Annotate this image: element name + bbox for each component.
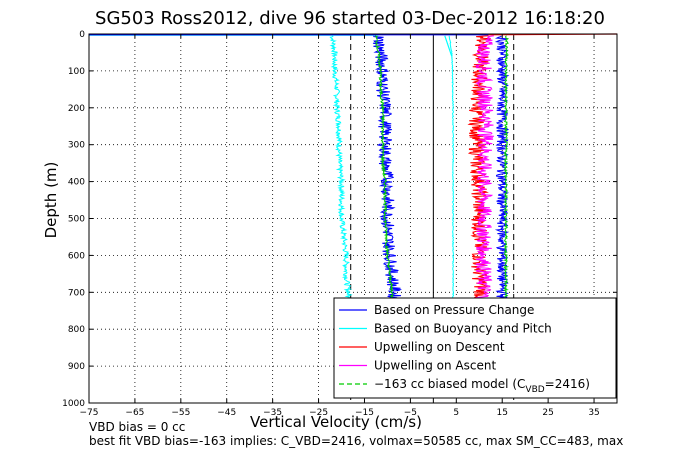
legend-label-0: Based on Pressure Change xyxy=(374,303,534,317)
legend-label-4: −163 cc biased model (CVBD=2416) xyxy=(374,377,590,395)
y-tick-label-1: 100 xyxy=(68,67,85,77)
legend-box xyxy=(333,297,617,399)
x-tick-label-9: 15 xyxy=(496,408,507,418)
model-ascent-line xyxy=(502,35,510,298)
vbd-bias-note: VBD bias = 0 cc xyxy=(89,420,185,434)
best-fit-note: best fit VBD bias=-163 implies: C_VBD=24… xyxy=(89,434,623,448)
chart-title: SG503 Ross2012, dive 96 started 03-Dec-2… xyxy=(95,8,605,29)
x-axis-label: Vertical Velocity (cm/s) xyxy=(250,413,422,431)
model-descent-line xyxy=(374,35,394,298)
x-tick-label-5: −25 xyxy=(309,408,328,418)
y-tick-label-6: 600 xyxy=(68,251,85,261)
x-tick-label-2: −55 xyxy=(171,408,190,418)
x-tick-label-10: 25 xyxy=(542,408,553,418)
y-axis-label: Depth (m) xyxy=(42,162,60,239)
x-tick-label-8: 5 xyxy=(453,408,459,418)
legend-label-3: Upwelling on Ascent xyxy=(374,359,496,373)
x-tick-label-1: −65 xyxy=(125,408,144,418)
y-tick-label-2: 200 xyxy=(68,104,85,114)
y-ticks: 0 100 200 300 400 500 600 700 800 900 1000 xyxy=(62,30,617,409)
x-ticks: −75 −65 −55 −45 −35 −25 −15 −5 5 15 25 35 xyxy=(80,34,600,418)
series-layer xyxy=(89,33,618,299)
y-tick-label-0: 0 xyxy=(79,30,85,40)
y-tick-label-5: 500 xyxy=(68,215,85,225)
x-tick-label-4: −35 xyxy=(263,408,282,418)
x-tick-label-6: −15 xyxy=(355,408,374,418)
buoyancy-ascent-top xyxy=(444,35,453,57)
x-tick-label-0: −75 xyxy=(80,408,99,418)
buoyancy-ascent-line xyxy=(448,35,455,298)
y-tick-label-4: 400 xyxy=(68,178,85,188)
x-tick-label-11: 35 xyxy=(588,408,599,418)
y-tick-label-10: 1000 xyxy=(62,399,85,409)
x-tick-label-7: −5 xyxy=(404,408,417,418)
pressure-ascent-line xyxy=(494,35,510,299)
y-tick-label-7: 700 xyxy=(68,288,85,298)
upwelling-ascent-line xyxy=(475,35,494,299)
legend-label-2: Upwelling on Descent xyxy=(374,340,505,354)
buoyancy-descent-line xyxy=(329,35,353,298)
pressure-descent-line xyxy=(372,35,402,299)
y-tick-label-9: 900 xyxy=(68,362,85,372)
x-tick-label-3: −45 xyxy=(217,408,236,418)
legend: Based on Pressure Change Based on Buoyanc… xyxy=(333,297,617,399)
y-tick-label-3: 300 xyxy=(68,141,85,151)
y-tick-label-8: 800 xyxy=(68,325,85,335)
legend-label-1: Based on Buoyancy and Pitch xyxy=(374,322,552,336)
